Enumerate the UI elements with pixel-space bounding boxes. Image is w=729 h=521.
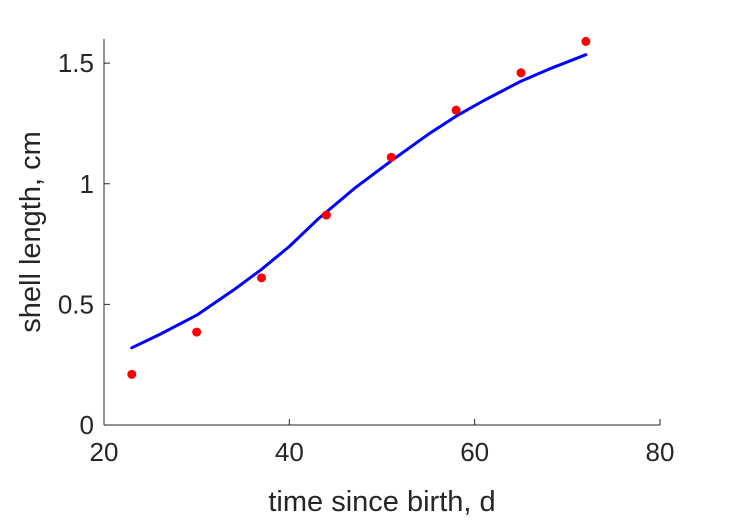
- y-tick-label: 1.5: [58, 48, 94, 78]
- x-ticks: 20 40 60 80: [90, 419, 675, 467]
- data-points-group: [127, 36, 591, 379]
- data-point: [127, 369, 137, 379]
- x-axis-label: time since birth, d: [268, 486, 495, 518]
- data-point: [516, 68, 526, 78]
- x-tick-label: 60: [460, 437, 489, 467]
- data-point: [192, 327, 202, 337]
- data-point: [257, 273, 267, 283]
- y-tick-label: 0.5: [58, 289, 94, 319]
- data-point: [321, 210, 331, 220]
- y-tick-label: 1: [80, 169, 94, 199]
- data-point: [386, 152, 396, 162]
- y-tick-label: 0: [80, 410, 94, 440]
- data-point: [581, 36, 591, 46]
- axes: [103, 39, 660, 426]
- x-tick-label: 20: [90, 437, 119, 467]
- y-axis-label: shell length, cm: [15, 131, 47, 333]
- fit-line: [130, 53, 588, 350]
- x-tick-label: 80: [646, 437, 675, 467]
- fit-line-group: [130, 53, 588, 350]
- x-tick-label: 40: [275, 437, 304, 467]
- y-ticks: 0 0.5 1 1.5: [58, 48, 110, 440]
- data-point: [451, 105, 461, 115]
